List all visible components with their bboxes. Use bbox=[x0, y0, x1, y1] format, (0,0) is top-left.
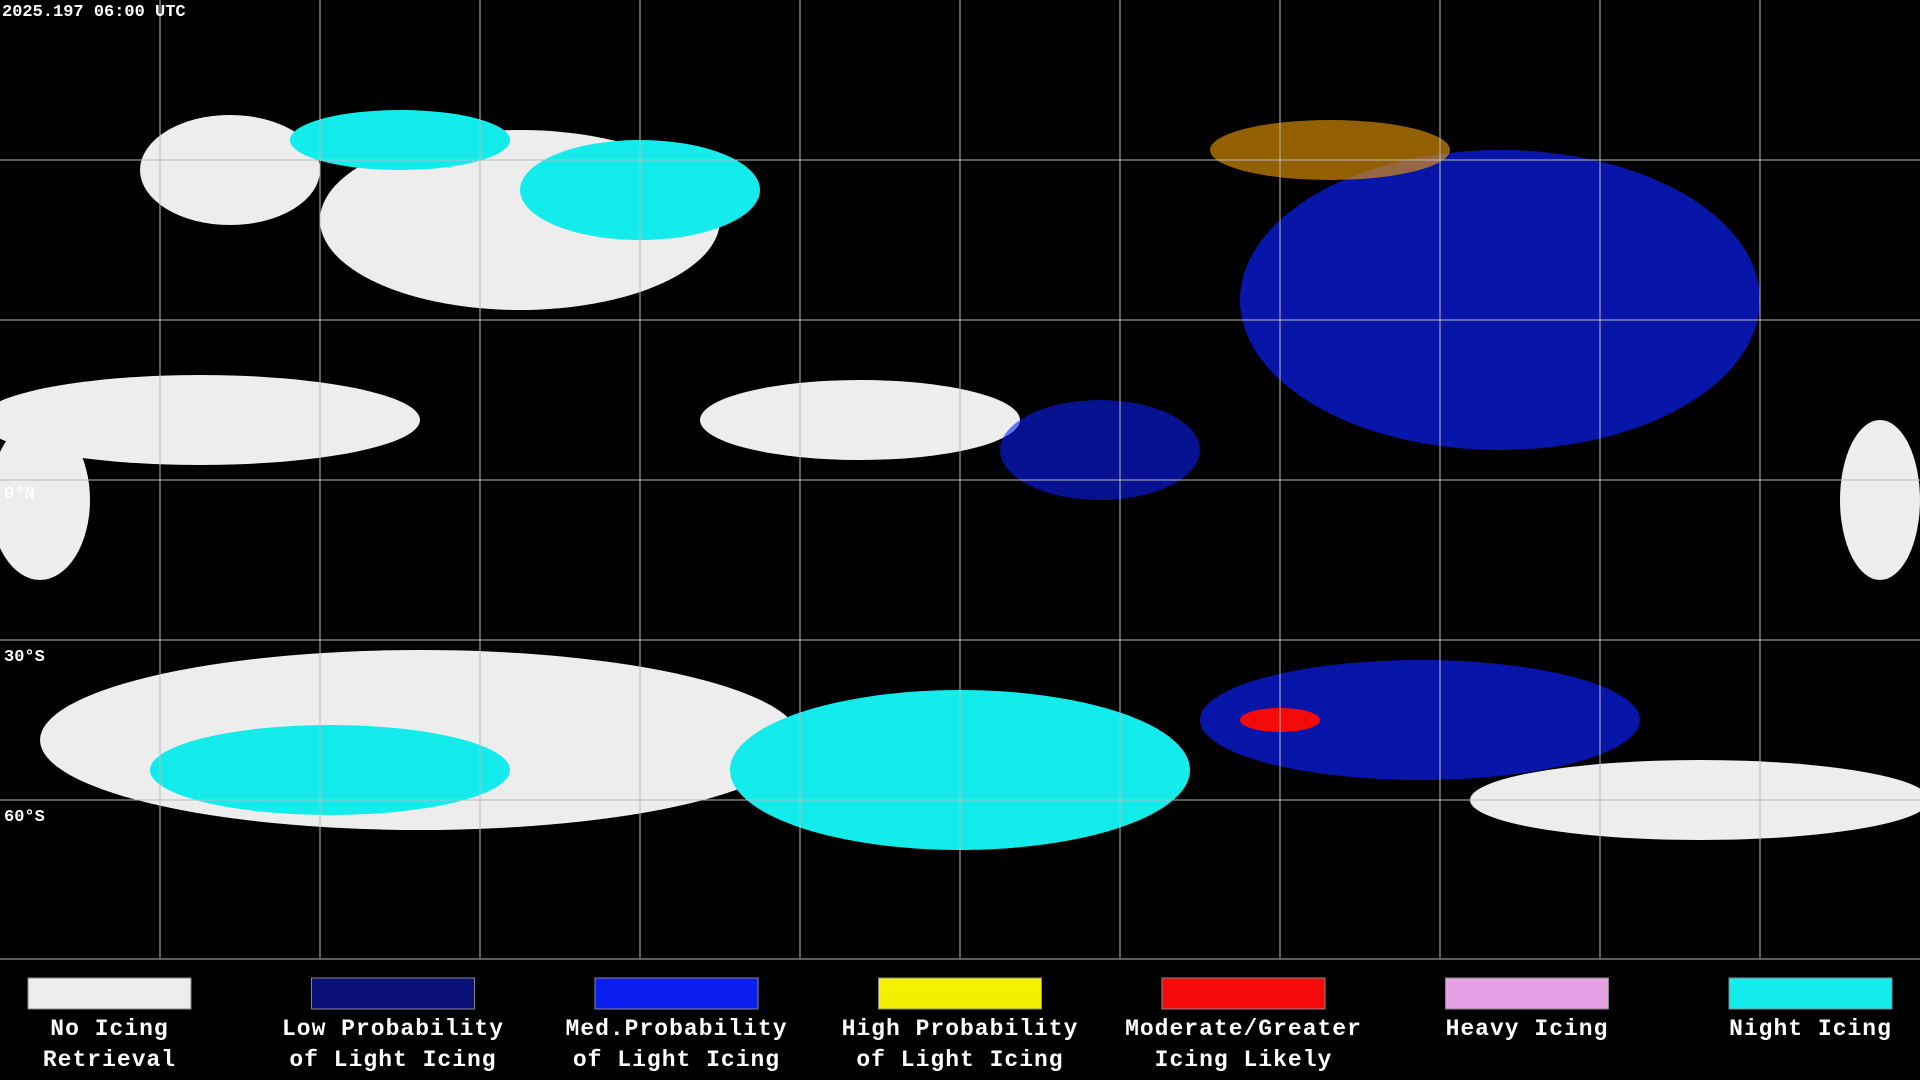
cloud bbox=[1000, 400, 1200, 500]
legend-swatch bbox=[1728, 977, 1893, 1010]
legend-swatch bbox=[27, 977, 192, 1010]
cloud bbox=[1210, 120, 1450, 180]
legend-label: No Icing bbox=[50, 1016, 168, 1042]
cloud-layer bbox=[0, 110, 1920, 850]
latitude-label: 0°N bbox=[4, 485, 35, 504]
cloud bbox=[140, 115, 320, 225]
cloud bbox=[0, 420, 90, 580]
legend-label: Icing Likely bbox=[1155, 1047, 1333, 1073]
legend-label: Heavy Icing bbox=[1446, 1016, 1609, 1042]
graticule bbox=[0, 0, 1920, 960]
timestamp: 2025.197 06:00 UTC bbox=[2, 3, 186, 22]
legend-label: Med.Probability bbox=[565, 1016, 787, 1042]
legend-label: of Light Icing bbox=[573, 1047, 780, 1073]
legend-swatch bbox=[1445, 977, 1609, 1010]
latitude-label: 60°S bbox=[4, 808, 45, 827]
cloud bbox=[290, 110, 510, 170]
legend-label: Low Probability bbox=[282, 1016, 504, 1042]
legend: No Icing Retrieval Low Probability of Light… bbox=[27, 977, 1893, 1073]
legend-label: Retrieval bbox=[43, 1047, 176, 1073]
legend-label: of Light Icing bbox=[289, 1047, 496, 1073]
legend-label: Night Icing bbox=[1729, 1016, 1892, 1042]
cloud bbox=[150, 725, 510, 815]
cloud bbox=[1200, 660, 1640, 780]
legend-label: High Probability bbox=[842, 1016, 1079, 1042]
legend-swatch bbox=[1161, 977, 1326, 1010]
cloud bbox=[700, 380, 1020, 460]
cloud bbox=[0, 375, 420, 465]
cloud bbox=[1840, 420, 1920, 580]
latitude-labels: 0°N 30°S 60°S bbox=[4, 485, 45, 827]
legend-label: of Light Icing bbox=[856, 1047, 1063, 1073]
latitude-label: 30°S bbox=[4, 648, 45, 667]
legend-label: Moderate/Greater bbox=[1125, 1016, 1362, 1042]
legend-swatch bbox=[594, 977, 759, 1010]
legend-swatch bbox=[878, 977, 1042, 1010]
legend-swatch bbox=[311, 977, 475, 1010]
cloud bbox=[1240, 150, 1760, 450]
